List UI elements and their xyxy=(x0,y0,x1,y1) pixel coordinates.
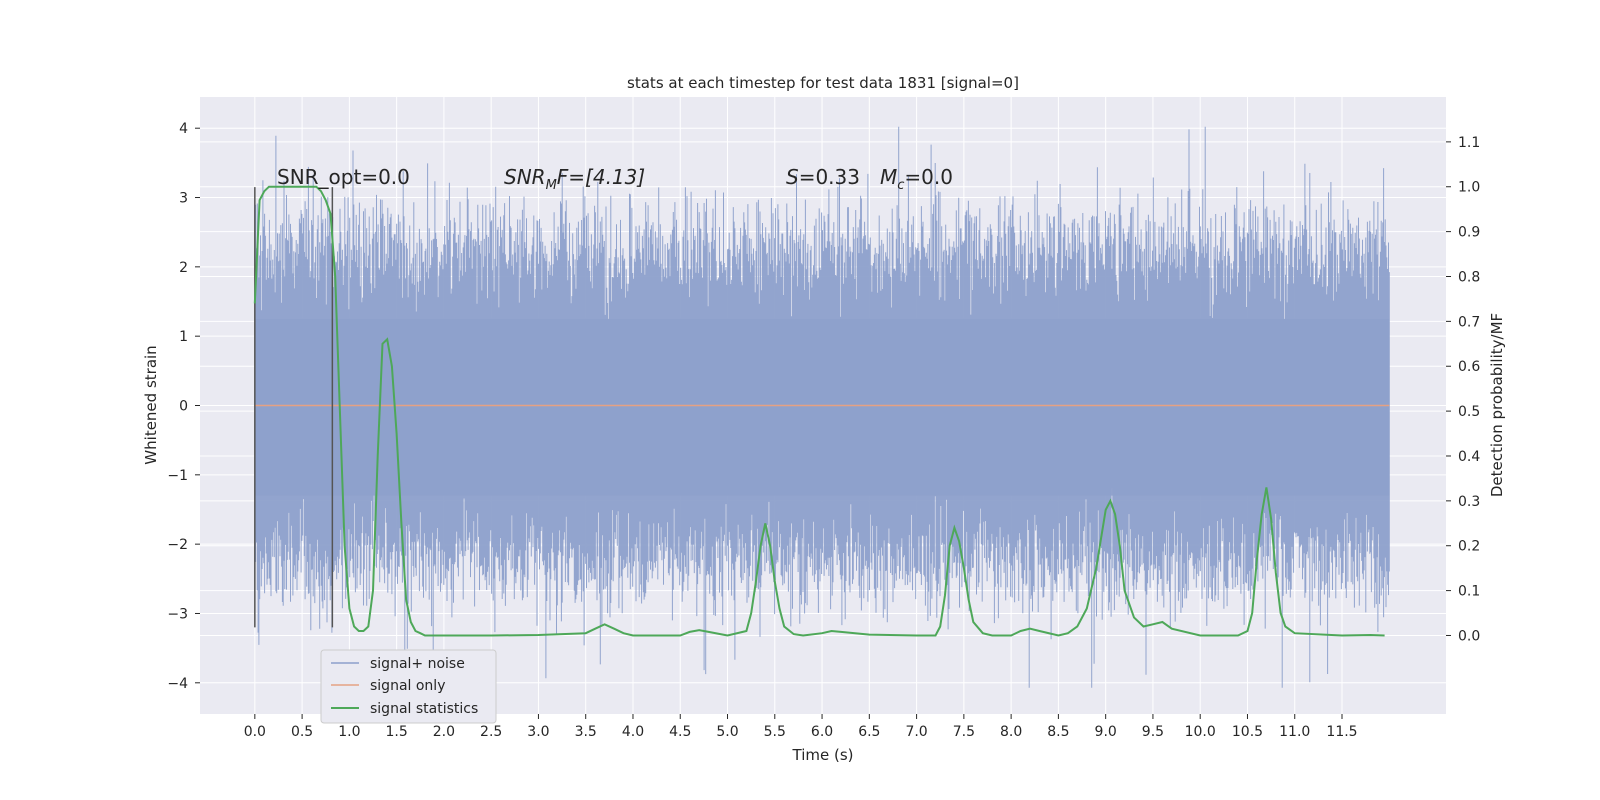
y-tick-label: 4 xyxy=(179,121,188,137)
x-tick-label: 2.5 xyxy=(480,724,502,740)
x-axis-ticks: 0.0 0.5 1.0 1.5 2.0 2.5 3.0 3.5 4.0 4.5 5.0 5.5 6.0 6… xyxy=(244,714,1358,740)
y2-tick-label: 0.2 xyxy=(1458,539,1480,555)
legend-label-signal-noise: signal+ noise xyxy=(370,656,465,672)
y2-axis-ticks: 1.1 1.0 0.9 0.8 0.7 0.6 0.5 0.4 0.3 0.2 0.1 0.0 xyxy=(1446,135,1480,644)
x-tick-label: 7.5 xyxy=(953,724,975,740)
annotation-s: S=0.33 xyxy=(786,165,860,189)
y2-axis-label: Detection probability/MF xyxy=(1488,313,1506,497)
x-tick-label: 5.0 xyxy=(716,724,738,740)
y2-tick-label: 0.6 xyxy=(1458,359,1480,375)
y-axis-ticks: 4 3 2 1 0 −1 −2 −3 −4 xyxy=(167,121,200,692)
x-tick-label: 5.5 xyxy=(764,724,786,740)
x-tick-label: 8.0 xyxy=(1000,724,1022,740)
y2-tick-label: 0.8 xyxy=(1458,269,1480,285)
y-tick-label: 2 xyxy=(179,260,188,276)
annotation-snr-opt: SNR_opt=0.0 xyxy=(277,165,410,189)
legend: signal+ noise signal only signal statist… xyxy=(320,649,497,724)
y2-tick-label: 0.5 xyxy=(1458,404,1480,420)
vertical-markers xyxy=(254,187,334,628)
x-tick-label: 9.0 xyxy=(1095,724,1117,740)
x-tick-label: 4.5 xyxy=(669,724,691,740)
x-tick-label: 8.5 xyxy=(1047,724,1069,740)
series-signal-statistics xyxy=(253,185,1385,637)
x-tick-label: 3.5 xyxy=(575,724,597,740)
x-tick-label: 3.0 xyxy=(527,724,549,740)
y-tick-label: −2 xyxy=(167,537,188,553)
y-tick-label: −3 xyxy=(167,606,188,622)
legend-label-signal-only: signal only xyxy=(370,678,445,694)
x-axis-label: Time (s) xyxy=(792,746,854,764)
y-tick-label: −1 xyxy=(167,468,188,484)
x-tick-label: 10.5 xyxy=(1232,724,1263,740)
chart-title: stats at each timestep for test data 183… xyxy=(627,74,1019,92)
y2-tick-label: 0.9 xyxy=(1458,225,1480,241)
series-signal-noise xyxy=(254,126,1390,688)
x-tick-label: 7.0 xyxy=(905,724,927,740)
x-tick-label: 1.5 xyxy=(386,724,408,740)
x-tick-label: 0.0 xyxy=(244,724,266,740)
x-tick-label: 6.0 xyxy=(811,724,833,740)
annotation-snr-mf: SNRMF=[4.13] xyxy=(504,165,645,193)
y2-tick-label: 1.0 xyxy=(1458,180,1480,196)
y-axis-label: Whitened strain xyxy=(142,345,160,464)
y-tick-label: 1 xyxy=(179,329,188,345)
y2-tick-label: 0.0 xyxy=(1458,628,1480,644)
x-tick-label: 10.0 xyxy=(1185,724,1216,740)
legend-box xyxy=(320,649,497,724)
x-tick-label: 2.0 xyxy=(433,724,455,740)
y2-tick-label: 0.4 xyxy=(1458,449,1480,465)
y2-tick-label: 1.1 xyxy=(1458,135,1480,151)
y2-tick-label: 0.7 xyxy=(1458,314,1480,330)
x-tick-label: 11.0 xyxy=(1279,724,1310,740)
x-tick-label: 9.5 xyxy=(1142,724,1164,740)
y-tick-label: 3 xyxy=(179,191,188,207)
x-tick-label: 0.5 xyxy=(291,724,313,740)
x-tick-label: 1.0 xyxy=(338,724,360,740)
y2-tick-label: 0.1 xyxy=(1458,584,1480,600)
y2-tick-label: 0.3 xyxy=(1458,494,1480,510)
x-tick-label: 4.0 xyxy=(622,724,644,740)
x-tick-label: 11.5 xyxy=(1326,724,1357,740)
legend-label-signal-statistics: signal statistics xyxy=(370,701,478,717)
y-tick-label: 0 xyxy=(179,399,188,415)
annotation-mc: Mc=0.0 xyxy=(880,165,953,193)
x-tick-label: 6.5 xyxy=(858,724,880,740)
y-tick-label: −4 xyxy=(167,676,188,692)
